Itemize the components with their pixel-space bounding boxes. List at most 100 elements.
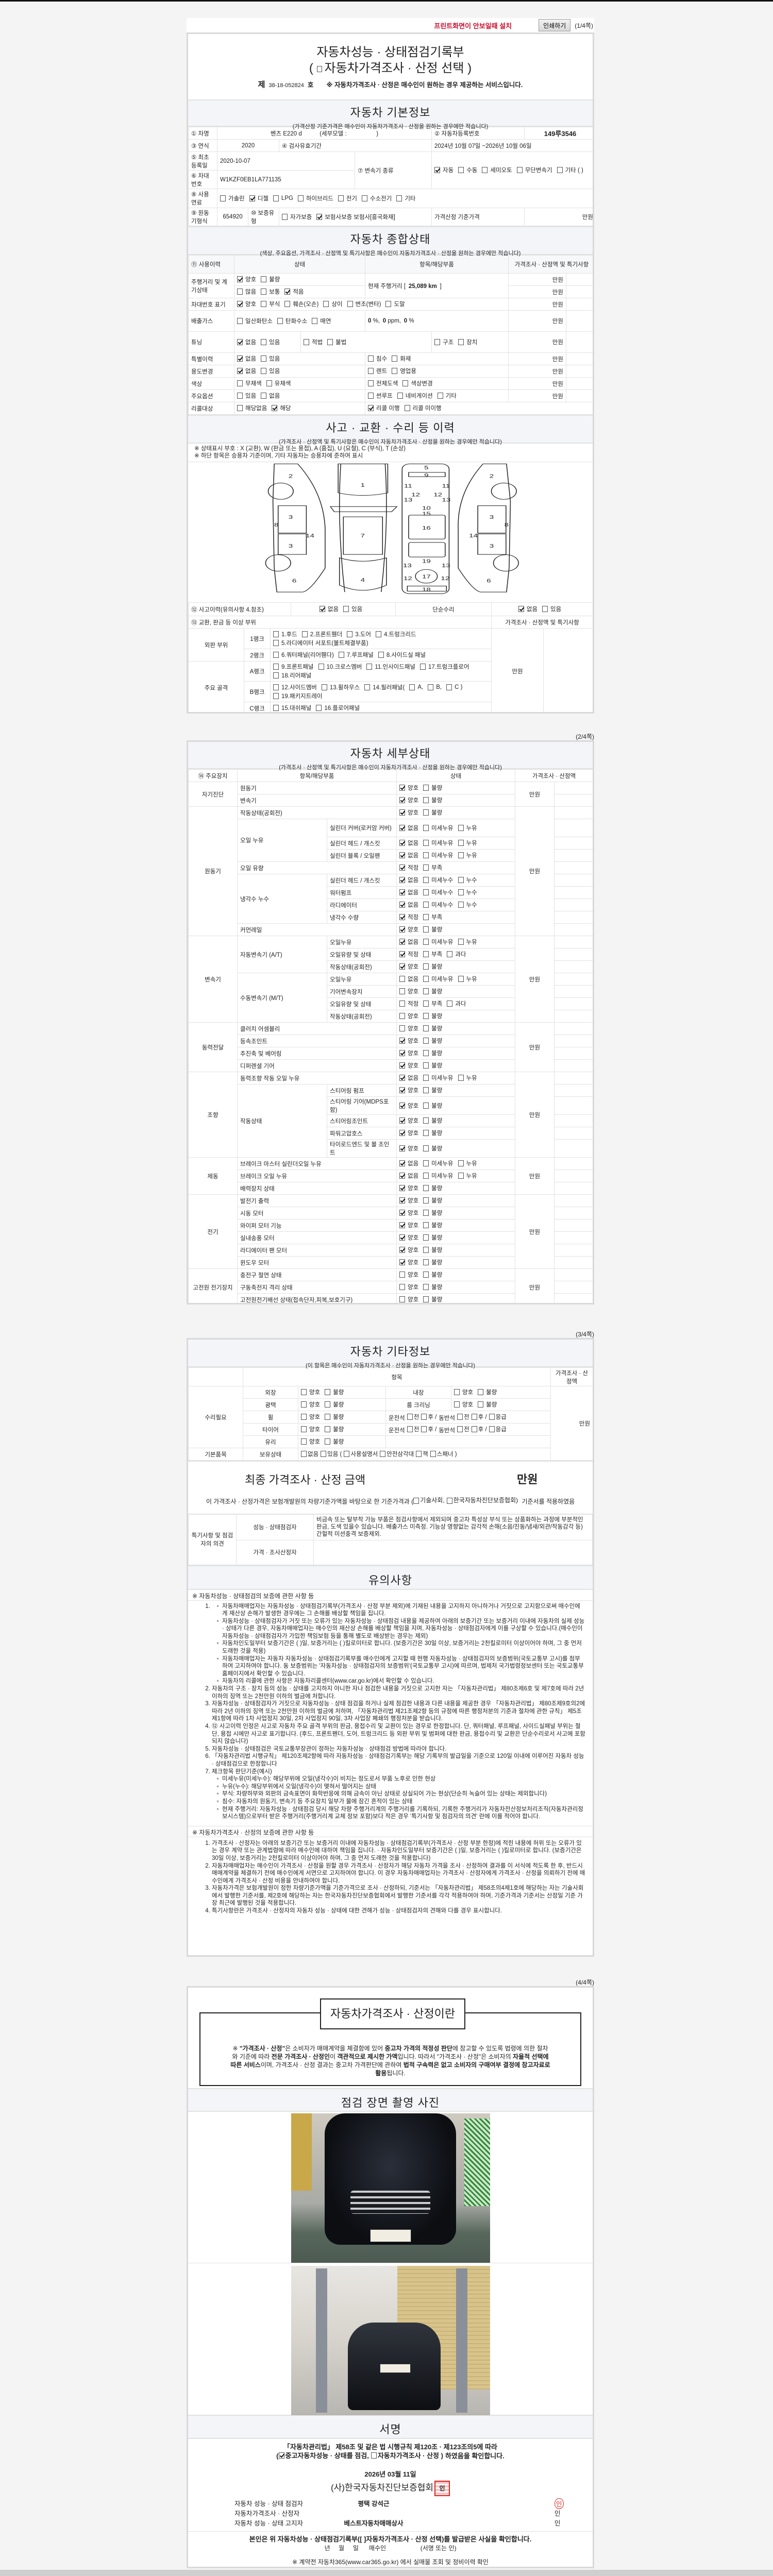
checkbox-unchecked[interactable] <box>404 405 410 411</box>
checkbox-option[interactable]: B, <box>428 684 442 690</box>
checkbox-option[interactable]: 있음 ( <box>321 1450 342 1458</box>
checkbox-unchecked[interactable] <box>482 167 488 173</box>
checkbox-option[interactable]: 불량 <box>423 987 442 995</box>
checkbox-option[interactable]: 19.패키지트레이 <box>273 692 322 700</box>
checkbox-unchecked[interactable] <box>423 1284 429 1290</box>
checkbox-unchecked[interactable] <box>478 1389 484 1395</box>
checkbox-option[interactable]: 양호 <box>301 1400 320 1409</box>
checkbox-unchecked[interactable] <box>423 1296 429 1302</box>
checkbox-option[interactable]: 세미오토 <box>482 166 512 174</box>
checkbox-option[interactable]: 불량 <box>325 1437 344 1446</box>
checkbox-unchecked[interactable] <box>402 380 409 386</box>
checkbox-option[interactable]: 양호 <box>399 1116 418 1125</box>
checkbox-option[interactable]: 부족 <box>423 913 442 921</box>
checkbox-option[interactable]: 불법 <box>327 338 346 346</box>
checkbox-option[interactable]: 양호 <box>399 796 418 804</box>
checkbox-unchecked[interactable] <box>273 705 279 711</box>
checkbox-unchecked[interactable] <box>301 1401 307 1408</box>
checkbox-unchecked[interactable] <box>318 664 324 670</box>
checkbox-option[interactable]: 양호 <box>454 1400 473 1409</box>
checkbox-unchecked[interactable] <box>423 1050 429 1056</box>
checkbox-checked[interactable] <box>237 338 243 345</box>
checkbox-option[interactable]: 불량 <box>423 796 442 804</box>
checkbox-unchecked[interactable] <box>325 1414 331 1420</box>
checkbox-option[interactable]: 18.리어패널 <box>273 671 311 680</box>
checkbox-option[interactable]: 있음 <box>261 367 280 375</box>
checkbox-unchecked[interactable] <box>273 195 279 201</box>
checkbox-checked[interactable] <box>399 914 405 920</box>
checkbox-option[interactable]: 없음 <box>301 1450 318 1458</box>
checkbox-option[interactable]: 없음 <box>399 1172 418 1180</box>
checkbox-option[interactable]: 누유 <box>458 839 477 847</box>
checkbox-option[interactable]: 적정 <box>399 913 418 921</box>
checkbox-option[interactable]: 네비게이션 <box>397 392 433 400</box>
checkbox-option[interactable]: 양호 <box>399 1283 418 1291</box>
checkbox-checked[interactable] <box>237 301 243 307</box>
checkbox-unchecked[interactable] <box>301 1389 307 1395</box>
checkbox-unchecked[interactable] <box>399 1284 405 1290</box>
checkbox-unchecked[interactable] <box>454 1389 460 1395</box>
checkbox-option[interactable]: 해당 <box>272 404 291 412</box>
checkbox-option[interactable]: 무단변속기 <box>516 166 552 174</box>
checkbox-option[interactable]: 동반석 <box>439 1414 455 1422</box>
checkbox-unchecked[interactable] <box>301 1438 307 1445</box>
checkbox-checked[interactable] <box>399 926 405 933</box>
checkbox-option[interactable]: 없음 <box>399 1074 418 1082</box>
checkbox-unchecked[interactable] <box>423 1025 429 1031</box>
checkbox-unchecked[interactable] <box>423 1075 429 1081</box>
checkbox-checked[interactable] <box>399 1075 405 1081</box>
checkbox-unchecked[interactable] <box>421 1413 427 1420</box>
checkbox-checked[interactable] <box>272 405 278 411</box>
checkbox-option[interactable]: 상이 <box>323 300 343 308</box>
checkbox-unchecked[interactable] <box>261 368 267 374</box>
checkbox-option[interactable]: 15.대쉬패널 <box>273 704 311 712</box>
checkbox-option[interactable]: 양호 <box>399 1196 418 1205</box>
checkbox-option[interactable]: 양호 <box>399 1012 418 1020</box>
checkbox-option[interactable]: 양호 <box>399 1246 418 1254</box>
checkbox-unchecked[interactable] <box>423 1001 429 1007</box>
checkbox-unchecked[interactable] <box>423 939 429 945</box>
checkbox-option[interactable]: 양호 <box>301 1413 320 1421</box>
checkbox-unchecked[interactable] <box>397 393 403 399</box>
checkbox-option[interactable]: 없음 <box>399 876 418 884</box>
checkbox-option[interactable]: 8.사이드실 패널 <box>378 651 426 659</box>
checkbox-option[interactable]: 불량 <box>423 1221 442 1229</box>
checkbox-option[interactable]: 3.도어 <box>347 630 371 638</box>
checkbox-option[interactable]: 불량 <box>423 808 442 817</box>
checkbox-unchecked[interactable] <box>458 824 464 831</box>
checkbox-unchecked[interactable] <box>343 606 349 612</box>
checkbox-option[interactable]: 불량 <box>478 1388 497 1396</box>
checkbox-option[interactable]: 양호 <box>399 1061 418 1070</box>
checkbox-option[interactable]: 없음 <box>399 938 418 946</box>
checkbox-unchecked[interactable] <box>516 167 523 173</box>
checkbox-option[interactable]: 10.크로스멤버 <box>318 663 362 671</box>
checkbox-unchecked[interactable] <box>376 631 382 637</box>
checkbox-option[interactable]: 양호 <box>301 1425 320 1433</box>
checkbox-option[interactable]: 미세누수 <box>423 901 453 909</box>
checkbox-option[interactable]: 불량 <box>325 1413 344 1421</box>
checkbox-option[interactable]: 스패너 ) <box>430 1450 457 1458</box>
checkbox-unchecked[interactable] <box>423 889 429 895</box>
checkbox-option[interactable]: 양호 <box>399 1144 418 1153</box>
checkbox-unchecked[interactable] <box>399 1025 405 1031</box>
checkbox-option[interactable]: 불량 <box>423 1144 442 1153</box>
checkbox-unchecked[interactable] <box>344 1451 350 1457</box>
checkbox-unchecked[interactable] <box>273 664 279 670</box>
checkbox-unchecked[interactable] <box>423 1234 429 1241</box>
checkbox-option[interactable]: 과다 <box>447 999 466 1008</box>
checkbox-option[interactable]: 양호 <box>301 1388 320 1396</box>
checkbox-option[interactable]: 양호 <box>237 275 256 283</box>
checkbox-option[interactable]: 있음 <box>343 605 362 613</box>
checkbox-unchecked[interactable] <box>261 355 267 362</box>
checkbox-option[interactable]: 있음 <box>261 338 280 346</box>
checkbox-option[interactable]: 없음 <box>399 888 418 896</box>
checkbox-unchecked[interactable] <box>458 840 464 846</box>
checkbox-option[interactable]: 양호 <box>399 1258 418 1266</box>
checkbox-option[interactable]: 누유 <box>458 1172 477 1180</box>
checkbox-unchecked[interactable] <box>423 951 429 957</box>
checkbox-unchecked[interactable] <box>282 213 288 220</box>
checkbox-option[interactable]: 없음 <box>399 851 418 859</box>
checkbox-unchecked[interactable] <box>399 1013 405 1019</box>
checkbox-unchecked[interactable] <box>423 824 429 831</box>
checkbox-option[interactable]: 양호 <box>399 784 418 792</box>
